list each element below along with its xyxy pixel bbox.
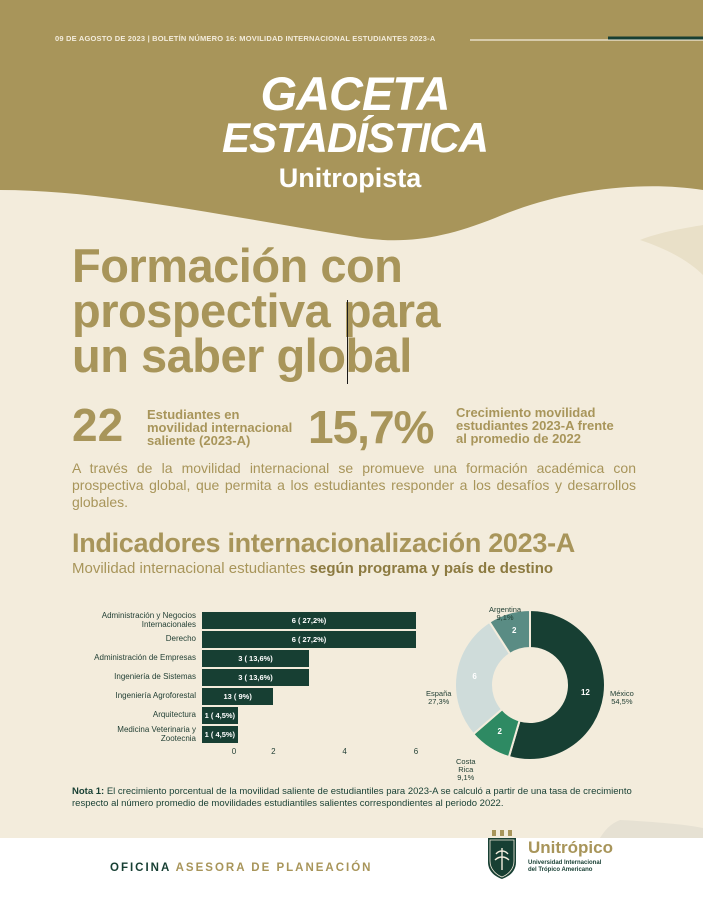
donut-country-label: Costa Rica 9,1%	[456, 757, 476, 782]
bar-x-tick-label: 6	[413, 747, 419, 756]
bar-data-label: 1 ( 4,5%)	[204, 711, 236, 720]
indicators-subtitle-bold: según programa y país de destino	[309, 560, 554, 577]
footer-office: OFICINA ASESORA DE PLANEACIÓN	[110, 862, 372, 874]
bar-x-tick-label: 0	[231, 747, 237, 756]
brand-title-gaceta: GACETA	[260, 67, 451, 120]
logo-tagline: Universidad Internacional del Trópico Am…	[528, 860, 638, 874]
donut-slice	[454, 620, 512, 736]
donut-country-label: España 27,3%	[426, 689, 452, 706]
text-cursor	[347, 300, 348, 384]
logo-tagline-line: Universidad Internacional	[528, 860, 602, 866]
stat-students-label-line: Estudiantes en	[147, 407, 240, 422]
decor-shape-right	[640, 225, 703, 275]
stat-students-label-line: saliente (2023-A)	[147, 433, 251, 448]
headline-line-1: Formación con	[72, 239, 403, 292]
logo-tagline-line: del Trópico Americano	[528, 867, 593, 873]
bar-data-label: 3 ( 13,6%)	[238, 654, 273, 663]
indicators-subtitle: Movilidad internacional estudiantes segú…	[72, 560, 553, 577]
donut-slice	[507, 608, 606, 761]
stat-growth-label-line: al promedio de 2022	[456, 431, 581, 446]
university-shield-icon	[488, 830, 516, 879]
stat-students-label-line: movilidad internacional	[147, 420, 293, 435]
footer-office-part2: ASESORA DE PLANEACIÓN	[170, 862, 373, 874]
header-band	[0, 0, 703, 241]
headline-line-3: un saber global	[72, 329, 412, 382]
indicators-title: Indicadores internacionalización 2023-A	[72, 528, 575, 558]
bar-category-label: Medicina Veterinaria y Zootecnia	[117, 725, 196, 743]
footer-bar	[0, 838, 703, 901]
bar-category-label: Administración de Empresas	[94, 653, 196, 663]
bar-category-label: Derecho	[165, 634, 196, 644]
bar-data-label: 1 ( 4,5%)	[204, 730, 236, 739]
bar-data-label: 6 ( 27,2%)	[291, 616, 327, 625]
brand-subtitle: Unitropista	[278, 163, 422, 193]
brand-title-estadistica: ESTADÍSTICA	[222, 114, 489, 161]
footnote-text: El crecimiento porcentual de la movilida…	[72, 786, 632, 809]
bar-mark	[202, 688, 274, 705]
stat-students-value: 22	[72, 399, 124, 451]
donut-country-label: Argentina 9,1%	[489, 605, 522, 622]
headline-line-2: prospectiva para	[72, 284, 441, 337]
bar-mark	[202, 631, 416, 648]
donut-value-label: 2	[497, 727, 502, 737]
bar-x-tick-label: 4	[342, 747, 347, 756]
footnote-label: Nota 1:	[72, 786, 105, 797]
donut-value-label: 12	[580, 687, 590, 697]
bar-x-tick-label: 2	[271, 747, 276, 756]
bar-data-label: 6 ( 27,2%)	[291, 635, 327, 644]
bar-category-label: Arquitectura	[152, 710, 196, 720]
footer-office-part1: OFICINA	[110, 862, 171, 874]
bar-mark	[202, 669, 309, 686]
stat-growth-label-line: Crecimiento movilidad	[456, 405, 596, 420]
intro-paragraph: A través de la movilidad internacional s…	[72, 460, 636, 510]
logo-name: Unitrópico	[528, 838, 613, 857]
footnote: Nota 1: El crecimiento porcentual de la …	[72, 786, 642, 810]
bar-mark	[202, 707, 238, 724]
indicators-subtitle-plain: Movilidad internacional estudiantes	[72, 560, 310, 577]
bar-mark	[202, 650, 309, 667]
donut-value-label: 2	[511, 626, 517, 636]
stat-students-label: Estudiantes en movilidad internacional s…	[147, 408, 312, 447]
decor-shape-footer	[600, 820, 703, 838]
bar-category-label: Administración y Negocios Internacionales	[101, 611, 196, 629]
donut-country-label: México 54,5%	[610, 689, 634, 706]
stat-growth-label-line: estudiantes 2023-A frente	[456, 418, 614, 433]
main-headline: Formación con prospectiva para un saber …	[72, 239, 441, 382]
bar-mark	[202, 612, 416, 629]
bar-data-label: 3 ( 13,6%)	[238, 673, 273, 682]
donut-chart-country	[454, 608, 606, 761]
bar-mark	[202, 726, 238, 743]
stat-growth-label: Crecimiento movilidad estudiantes 2023-A…	[456, 406, 636, 445]
donut-value-label: 6	[472, 672, 477, 682]
bar-category-label: Ingeniería Agroforestal	[115, 691, 197, 701]
bar-category-label: Ingeniería de Sistemas	[114, 672, 196, 682]
donut-slice	[488, 608, 531, 656]
bulletin-date-line: 09 DE AGOSTO DE 2023 | BOLETÍN NÚMERO 16…	[55, 34, 436, 43]
stat-growth-value: 15,7%	[308, 401, 434, 453]
bar-data-label: 13 ( 9%)	[223, 692, 252, 701]
